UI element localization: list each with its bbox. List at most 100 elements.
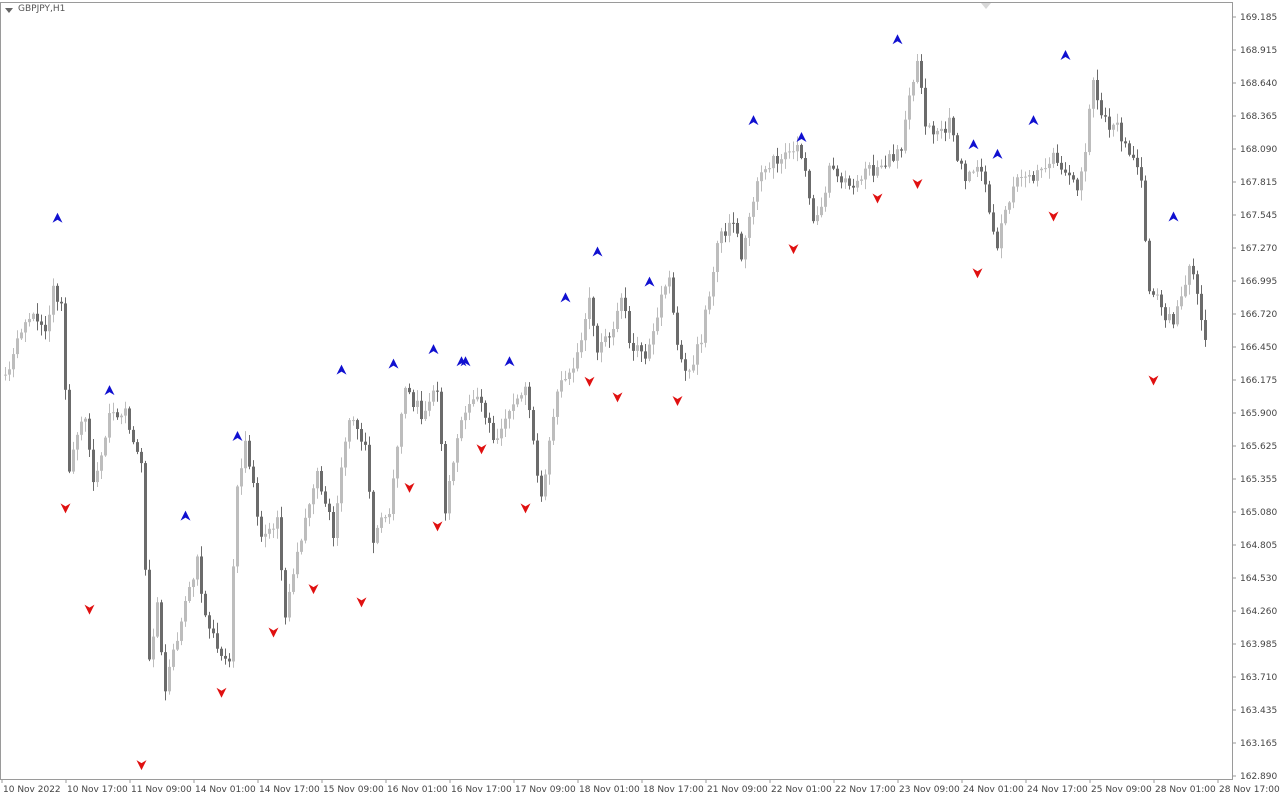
candle (544, 469, 547, 501)
candle (284, 567, 287, 625)
price-axis[interactable]: 169.185 168.915 168.640 168.365 168.090 167.8… (1232, 13, 1277, 782)
candle (744, 235, 747, 269)
candle-body (708, 296, 711, 310)
candle (412, 389, 415, 412)
candle-body (1028, 175, 1031, 177)
candle-body (424, 410, 427, 420)
candle (712, 266, 715, 306)
candle (752, 196, 755, 225)
candle-body (1092, 80, 1095, 109)
blue-up-fractal-arrow-icon (180, 510, 191, 521)
candle-body (832, 165, 835, 169)
candle-body (1048, 163, 1051, 169)
candle-body (412, 392, 415, 408)
chart-shift-marker-icon[interactable] (981, 3, 991, 9)
blue-up-fractal-arrow-icon (748, 115, 759, 126)
red-down-fractal-arrow-icon (404, 482, 415, 493)
candle-body (480, 396, 483, 403)
blue-up-fractal-arrow-icon (644, 276, 655, 287)
candle-body (796, 144, 799, 152)
candle-body (588, 297, 591, 320)
red-down-fractal-arrow-icon (84, 604, 95, 615)
candle (696, 336, 699, 375)
candle-body (1036, 170, 1039, 181)
red-down-fractal-arrow-icon (268, 627, 279, 638)
candle (1200, 285, 1203, 331)
candle-body (1200, 293, 1203, 321)
price-tick-label: 168.365 (1240, 112, 1277, 122)
candle-body (16, 338, 19, 355)
candle-body (844, 178, 847, 183)
candle (760, 165, 763, 192)
candle (580, 332, 583, 358)
candle (740, 231, 743, 262)
red-down-fractal-arrow-icon (1048, 211, 1059, 222)
candle (944, 121, 947, 142)
candle (72, 441, 75, 474)
candle (676, 306, 679, 351)
candle (272, 523, 275, 538)
candle-body (240, 468, 243, 487)
candle (1092, 77, 1095, 118)
price-tick-label: 168.640 (1240, 79, 1277, 89)
time-axis[interactable]: 10 Nov 2022 10 Nov 17:00 11 Nov 09:00 14 No… (1, 779, 1280, 795)
blue-up-fractal-arrow-icon (1028, 115, 1039, 126)
candle (976, 160, 979, 177)
candle (1044, 158, 1047, 173)
time-tick-label: 28 Nov 17:00 (1219, 785, 1280, 795)
candle-body (300, 540, 303, 552)
price-tick-label: 166.175 (1240, 376, 1277, 386)
candle-body (448, 481, 451, 514)
candle (864, 161, 867, 190)
candle (1196, 270, 1199, 305)
candle (300, 538, 303, 555)
candle-body (740, 233, 743, 260)
candle (988, 180, 991, 215)
candle-body (1172, 314, 1175, 325)
candle (480, 389, 483, 412)
candle (88, 413, 91, 457)
candle (1108, 108, 1111, 138)
candle-body (76, 434, 79, 450)
candle (472, 390, 475, 407)
candle-body (200, 556, 203, 594)
candle (64, 297, 67, 400)
candle-body (332, 512, 335, 538)
candle-body (156, 602, 159, 637)
candle-body (508, 410, 511, 419)
candle (208, 611, 211, 639)
candle-body (1052, 152, 1055, 164)
candle-body (20, 332, 23, 339)
candle-body (544, 474, 547, 497)
candle (836, 165, 839, 183)
candle-body (1012, 186, 1015, 203)
red-down-fractal-arrow-icon (476, 444, 487, 455)
candle-body (1100, 100, 1103, 116)
candle (488, 412, 491, 433)
candle-body (760, 172, 763, 182)
candle-body (748, 216, 751, 238)
candle-body (224, 655, 227, 659)
candle (884, 155, 887, 169)
candle (1132, 146, 1135, 161)
candle-body (476, 396, 479, 400)
candle-body (284, 570, 287, 618)
candle-body (672, 277, 675, 313)
candle-body (348, 420, 351, 442)
candle (936, 127, 939, 142)
candle (804, 152, 807, 177)
candle-body (956, 135, 959, 161)
candle (80, 416, 83, 441)
candle-body (1180, 296, 1183, 307)
candle (56, 283, 59, 311)
chart-menu-triangle-icon[interactable] (5, 8, 13, 13)
candle (468, 394, 471, 420)
candle-body (124, 408, 127, 416)
candle (316, 467, 319, 499)
candle (220, 646, 223, 661)
candle (452, 461, 455, 486)
candle-body (360, 429, 363, 442)
candle-body (916, 60, 919, 82)
candle-body (460, 420, 463, 439)
